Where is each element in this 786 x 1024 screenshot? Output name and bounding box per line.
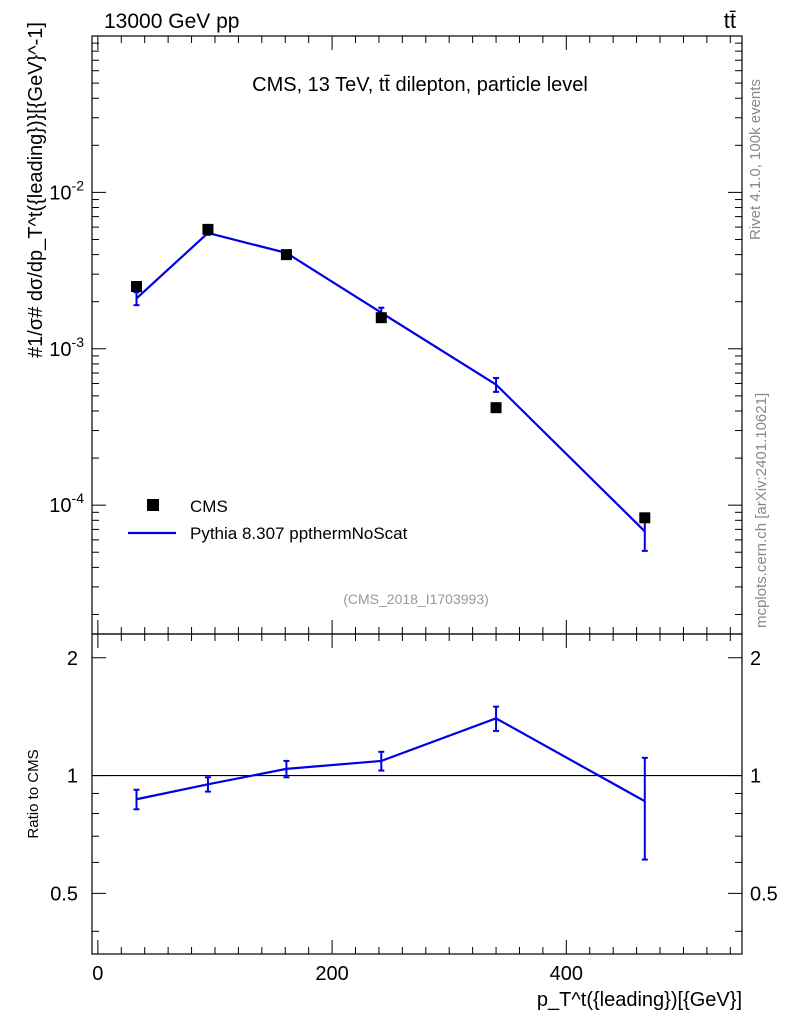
cms-data-point (375, 312, 387, 324)
ratio-curve (136, 717, 646, 803)
analysis-id: (CMS_2018_I1703993) (343, 591, 489, 607)
x-tick-label: 400 (550, 963, 583, 985)
ratio-series (133, 705, 648, 861)
main-y-tick-label: 10-4 (49, 490, 84, 517)
ratio-y-tick-label-left: 1 (67, 766, 78, 788)
ratio-y-tick-label-left: 2 (67, 648, 78, 670)
main-y-axis-label-text: #1/σ# dσ/dp_T^t({leading})}[{GeV}^-1] (25, 22, 47, 358)
main-series (131, 223, 651, 552)
cms-data-point (280, 249, 292, 261)
mcplots-source-label: mcplots.cern.ch [arXiv:2401.10621] (753, 393, 770, 628)
x-tick-label: 0 (92, 963, 103, 985)
ratio-y-axis-label-text: Ratio to CMS (25, 749, 42, 838)
ratio-axes: 0.5 0.5 1 1 2 2 0 200 400 (50, 634, 778, 985)
ratio-y-tick-label-right: 0.5 (750, 883, 778, 905)
main-y-axis-label: #1/σ# dσ/dp_T^t({leading})}[{GeV}^-1] (25, 22, 47, 358)
pythia-curve (135, 231, 646, 533)
cms-data-point (202, 223, 214, 235)
cms-data-point (490, 402, 502, 414)
cms-data-point (131, 281, 143, 293)
ratio-y-tick-label-right: 1 (750, 766, 761, 788)
main-y-tick-label: 10-2 (49, 177, 84, 204)
header-right: tt̄ (724, 8, 736, 33)
x-tick-label: 200 (315, 963, 348, 985)
main-y-tick-label: 10-3 (49, 334, 84, 361)
header-left: 13000 GeV pp (104, 10, 239, 33)
rivet-version-label: Rivet 4.1.0, 100k events (747, 79, 764, 240)
x-axis-label: p_T^t({leading})[{GeV}] (537, 989, 742, 1011)
main-title: CMS, 13 TeV, tt̄ dilepton, particle leve… (252, 74, 588, 96)
ratio-y-axis-label: Ratio to CMS (25, 749, 42, 838)
ratio-y-tick-label-right: 2 (750, 648, 761, 670)
legend-cms-marker (147, 499, 159, 511)
ratio-y-tick-label-left: 0.5 (50, 883, 78, 905)
legend-cms-label: CMS (190, 497, 228, 516)
rivet-version-text: Rivet 4.1.0, 100k events (747, 79, 764, 240)
mcplots-source-text: mcplots.cern.ch [arXiv:2401.10621] (753, 393, 770, 628)
legend-pythia-label: Pythia 8.307 ppthermNoScat (190, 524, 408, 543)
ratio-plot-frame (91, 633, 743, 955)
main-axes: 10-2 10-3 10-4 (49, 35, 742, 634)
cms-data-point (639, 512, 651, 524)
legend: CMS Pythia 8.307 ppthermNoScat (128, 497, 408, 543)
